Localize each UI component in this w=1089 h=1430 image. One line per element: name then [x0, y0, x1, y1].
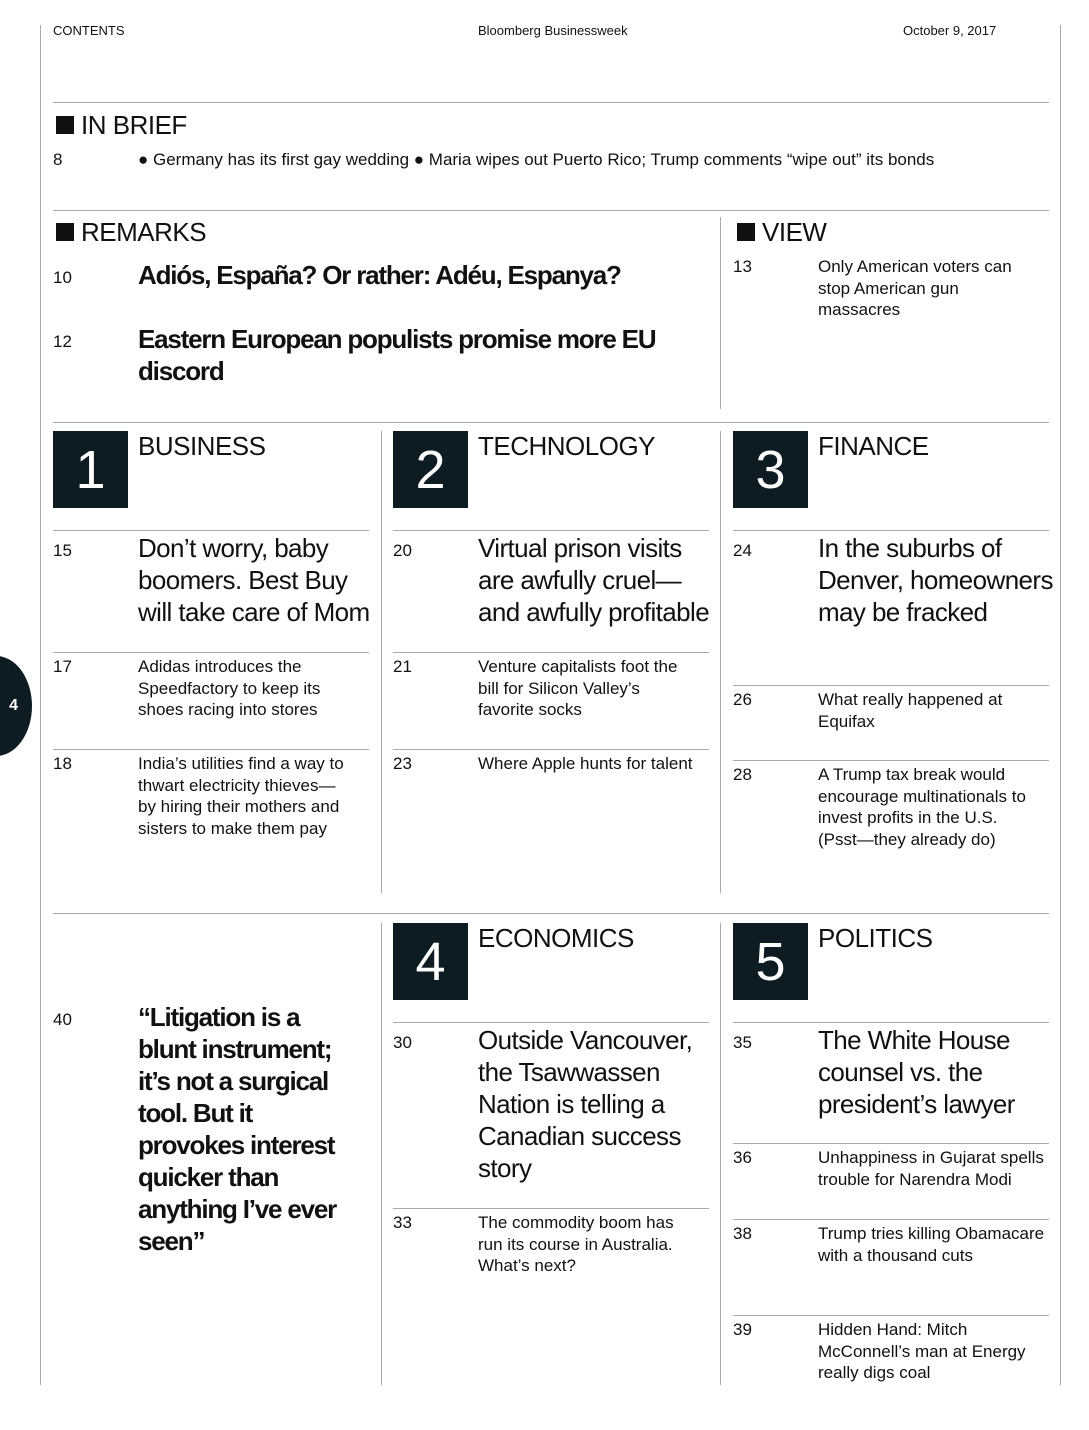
section-number: 1: [53, 431, 128, 508]
rule: [393, 652, 709, 653]
rule: [733, 685, 1049, 686]
page-number: 28: [733, 765, 752, 784]
page-number: 17: [53, 657, 72, 676]
rule: [53, 652, 369, 653]
section-number: 5: [733, 923, 808, 1000]
brief-items: ● Germany has its first gay wedding ● Ma…: [138, 150, 935, 169]
rule: [53, 422, 1049, 423]
section-title: BUSINESS: [138, 431, 266, 461]
page-number: 36: [733, 1148, 752, 1167]
page-tab: 4: [0, 656, 32, 756]
section-title: POLITICS: [818, 923, 933, 953]
page-number: 10: [53, 268, 72, 287]
rule: [733, 1219, 1049, 1220]
divider: [720, 431, 721, 893]
page-number: 33: [393, 1213, 412, 1232]
story: Adidas introduces the Speedfactory to ke…: [138, 657, 321, 719]
story: Hidden Hand: Mitch McConnell’s man at En…: [818, 1320, 1026, 1382]
rule: [733, 530, 1049, 531]
page-number: 21: [393, 657, 412, 676]
page-number: 23: [393, 754, 412, 773]
page-number: 20: [393, 541, 412, 560]
lead-story: Don’t worry, baby boomers. Best Buy will…: [138, 533, 370, 627]
border: [40, 25, 41, 1385]
divider: [720, 217, 721, 409]
page-number: 38: [733, 1224, 752, 1243]
story: Unhappiness in Gujarat spells trouble fo…: [818, 1148, 1044, 1189]
bullet: [737, 223, 755, 241]
page-number: 39: [733, 1320, 752, 1339]
rule: [53, 102, 1049, 103]
story: Trump tries killing Obamacare with a tho…: [818, 1224, 1045, 1265]
story: What really happened at Equifax: [818, 690, 1003, 731]
section-title: REMARKS: [81, 217, 207, 247]
rule: [53, 210, 1049, 211]
page-number: 12: [53, 332, 72, 351]
story: The commodity boom has run its course in…: [478, 1213, 674, 1275]
section-number: 4: [393, 923, 468, 1000]
section-title: IN BRIEF: [81, 110, 187, 140]
rule: [733, 1022, 1049, 1023]
story: A Trump tax break would encourage multin…: [818, 765, 1026, 849]
divider: [381, 923, 382, 1385]
brief-item: Maria wipes out Puerto Rico; Trump comme…: [428, 150, 935, 169]
page-number: 15: [53, 541, 72, 560]
rule: [393, 749, 709, 750]
page-number: 13: [733, 257, 752, 276]
page-number: 35: [733, 1033, 752, 1052]
story: Where Apple hunts for talent: [478, 754, 693, 773]
page-number: 8: [53, 150, 63, 169]
quote: “Litigation is a blunt instrument; it’s …: [138, 1002, 337, 1256]
section-title: TECHNOLOGY: [478, 431, 656, 461]
rule: [733, 760, 1049, 761]
story: Only American voters can stop American g…: [818, 257, 1012, 319]
bullet: [56, 116, 74, 134]
story: Venture capitalists foot the bill for Si…: [478, 657, 678, 719]
border: [1060, 25, 1061, 1385]
rule: [733, 1315, 1049, 1316]
lead-story: In the suburbs of Denver, homeowners may…: [818, 533, 1053, 627]
header-date: October 9, 2017: [903, 23, 997, 38]
rule: [393, 1208, 709, 1209]
lead-story: Virtual prison visits are awfully cruel—…: [478, 533, 710, 627]
section-number: 3: [733, 431, 808, 508]
page-number: 18: [53, 754, 72, 773]
lead-story: Outside Vancouver, the Tsawwassen Nation…: [478, 1025, 693, 1183]
headline: Adiós, España? Or rather: Adéu, Espanya?: [138, 260, 622, 290]
rule: [733, 1143, 1049, 1144]
section-number: 2: [393, 431, 468, 508]
rule: [53, 749, 369, 750]
brief-item: Germany has its first gay wedding: [153, 150, 410, 169]
page-number: 30: [393, 1033, 412, 1052]
rule: [393, 530, 709, 531]
section-title: VIEW: [762, 217, 827, 247]
page-number: 40: [53, 1010, 72, 1029]
section-title: FINANCE: [818, 431, 929, 461]
page-number: 26: [733, 690, 752, 709]
page-number: 24: [733, 541, 752, 560]
divider: [720, 923, 721, 1385]
rule: [393, 1022, 709, 1023]
section-title: ECONOMICS: [478, 923, 634, 953]
bullet: [56, 223, 74, 241]
header-section: CONTENTS: [53, 23, 125, 38]
story: India’s utilities find a way to thwart e…: [138, 754, 344, 838]
rule: [53, 530, 369, 531]
header-publication: Bloomberg Businessweek: [478, 23, 628, 38]
divider: [381, 431, 382, 893]
headline: Eastern European populists promise more …: [138, 324, 657, 386]
rule: [53, 913, 1049, 914]
lead-story: The White House counsel vs. the presiden…: [818, 1025, 1015, 1119]
